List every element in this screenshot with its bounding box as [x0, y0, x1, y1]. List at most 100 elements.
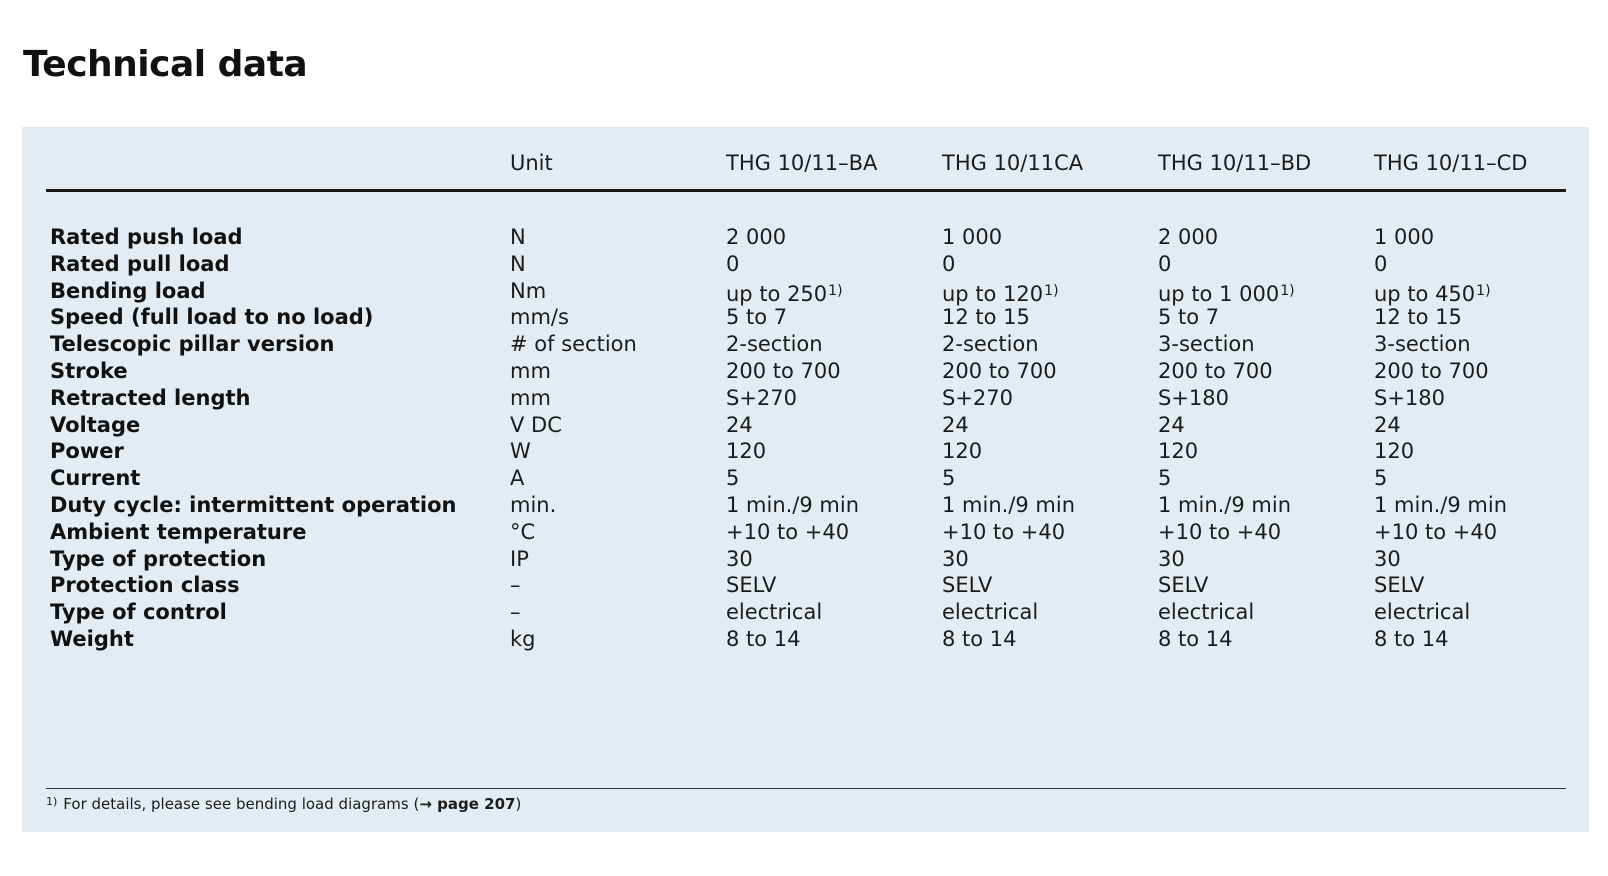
row-unit: kg — [510, 626, 536, 651]
value-text: 0 — [942, 251, 956, 276]
row-value: 1 000 — [1374, 224, 1434, 251]
row-value: SELV — [1374, 572, 1424, 599]
table-row: Stroke mm 200 to 700 200 to 700 200 to 700 20… — [46, 358, 1566, 385]
row-value: 30 — [1374, 546, 1401, 573]
row-unit: min. — [510, 492, 557, 517]
row-value: electrical — [726, 599, 822, 626]
row-value: 5 — [942, 465, 955, 492]
row-value: 3-section — [1158, 331, 1255, 358]
row-label: Voltage — [50, 412, 141, 437]
value-text: 1 min./9 min — [1374, 492, 1508, 517]
row-value: 8 to 14 — [942, 626, 1017, 653]
header-model-ca: THG 10/11CA — [942, 151, 1084, 175]
table-row: Rated push load N 2 000 1 000 2 000 1 000 — [46, 224, 1566, 251]
row-value: 30 — [942, 546, 969, 573]
row-value: 12 to 15 — [1374, 304, 1462, 331]
value-text: 120 — [1158, 439, 1199, 464]
value-text: 3-section — [1374, 332, 1471, 357]
footnote-reference-mark: 1) — [1280, 282, 1295, 299]
row-value: +10 to +40 — [1158, 519, 1281, 546]
value-text: 1 000 — [942, 225, 1003, 249]
row-value: 1 min./9 min — [1374, 492, 1507, 519]
table-row: Telescopic pillar version # of section 2-s… — [46, 331, 1566, 358]
row-value: 1 min./9 min — [942, 492, 1075, 519]
row-value: SELV — [726, 572, 776, 599]
row-label: Ambient temperature — [50, 519, 307, 544]
header-unit: Unit — [510, 151, 553, 175]
table-row: Type of protection IP 30 30 30 30 — [46, 546, 1566, 573]
row-value: +10 to +40 — [942, 519, 1065, 546]
row-value: 0 — [1374, 251, 1387, 278]
table-row: Ambient temperature °C +10 to +40 +10 to +4… — [46, 519, 1566, 546]
row-label: Type of protection — [50, 546, 267, 571]
row-value: 120 — [726, 438, 766, 465]
value-text: 0 — [726, 251, 740, 276]
row-value: 5 to 7 — [726, 304, 787, 331]
value-text: S+270 — [942, 385, 1014, 410]
value-text: 5 to 7 — [1158, 305, 1220, 330]
row-value: 120 — [1374, 438, 1414, 465]
row-value: electrical — [942, 599, 1038, 626]
value-text: 120 — [942, 439, 983, 464]
row-unit: N — [510, 251, 526, 276]
value-text: S+180 — [1158, 385, 1230, 410]
header-model-cd: THG 10/11–CD — [1374, 151, 1528, 175]
row-label: Current — [50, 466, 141, 491]
footnote-close: ) — [515, 795, 522, 813]
row-value: up to 2501) — [726, 278, 843, 308]
row-unit: V DC — [510, 412, 562, 437]
row-label: Protection class — [50, 573, 240, 598]
footnote-mark: 1) — [46, 795, 58, 808]
row-value: 5 — [1158, 465, 1171, 492]
row-value: 0 — [942, 251, 955, 278]
table-row: Bending load Nm up to 2501) up to 1201) up t… — [46, 278, 1566, 308]
value-text: 1 min./9 min — [942, 492, 1076, 517]
row-value: 12 to 15 — [942, 304, 1030, 331]
row-value: 3-section — [1374, 331, 1471, 358]
footnote-page-link[interactable]: → page 207 — [419, 795, 516, 813]
row-unit: N — [510, 225, 526, 249]
row-label: Duty cycle: intermittent operation — [50, 492, 457, 517]
row-value: 8 to 14 — [1374, 626, 1449, 653]
technical-data-panel: Unit THG 10/11–BA THG 10/11CA THG 10/11–… — [22, 127, 1589, 832]
value-text: electrical — [1374, 600, 1471, 625]
row-value: 120 — [942, 438, 982, 465]
value-text: up to 450 — [1374, 281, 1476, 306]
row-value: 8 to 14 — [1158, 626, 1233, 653]
value-text: 2-section — [726, 332, 823, 357]
value-text: electrical — [726, 600, 823, 625]
value-text: 30 — [942, 546, 969, 571]
value-text: 12 to 15 — [942, 305, 1030, 330]
footnote-reference-mark: 1) — [1044, 282, 1059, 299]
row-value: 5 — [726, 465, 739, 492]
row-label: Retracted length — [50, 385, 251, 410]
row-value: +10 to +40 — [1374, 519, 1497, 546]
value-text: 1 min./9 min — [1158, 492, 1292, 517]
value-text: SELV — [1158, 573, 1209, 598]
value-text: 5 — [1158, 466, 1172, 491]
row-value: electrical — [1374, 599, 1470, 626]
value-text: 2-section — [942, 332, 1039, 357]
footnote-text: For details, please see bending load dia… — [63, 795, 420, 813]
value-text: 0 — [1374, 251, 1388, 276]
value-text: 12 to 15 — [1374, 305, 1462, 330]
value-text: 8 to 14 — [1374, 626, 1449, 651]
row-value: S+180 — [1374, 385, 1445, 412]
value-text: 3-section — [1158, 332, 1255, 357]
row-value: 24 — [1158, 412, 1185, 439]
row-value: S+270 — [942, 385, 1013, 412]
value-text: 200 to 700 — [1158, 358, 1273, 383]
row-value: up to 1201) — [942, 278, 1059, 308]
row-value: 30 — [1158, 546, 1185, 573]
row-value: 200 to 700 — [726, 358, 841, 385]
table-row: Current A 5 5 5 5 — [46, 465, 1566, 492]
table-row: Power W 120 120 120 120 — [46, 438, 1566, 465]
value-text: SELV — [726, 573, 777, 598]
value-text: +10 to +40 — [942, 519, 1066, 544]
row-value: 2-section — [942, 331, 1039, 358]
row-label: Speed (full load to no load) — [50, 305, 374, 330]
row-label: Power — [50, 439, 124, 464]
value-text: up to 120 — [942, 281, 1044, 306]
row-value: 200 to 700 — [942, 358, 1057, 385]
row-label: Telescopic pillar version — [50, 332, 335, 357]
